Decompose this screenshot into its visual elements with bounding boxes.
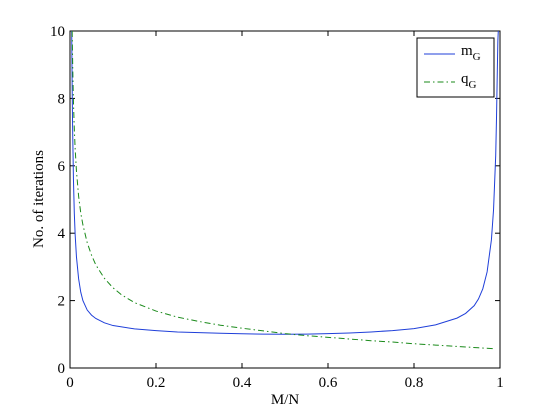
y-tick-label: 8	[58, 91, 66, 107]
series-layer	[71, 30, 499, 350]
x-tick-label: 0	[66, 375, 74, 391]
y-axis-label: No. of iterations	[31, 150, 47, 248]
series-line-m-g	[71, 30, 499, 335]
legend-label-q-g: qG	[461, 71, 477, 91]
x-tick-label: 0.6	[319, 375, 338, 391]
x-tick-label: 0.4	[233, 375, 252, 391]
legend: mG qG	[416, 37, 495, 98]
y-tick-label: 6	[58, 159, 66, 175]
y-tick-label: 4	[58, 226, 66, 242]
y-tick-label: 0	[58, 361, 66, 377]
x-axis-label: M/N	[271, 392, 300, 408]
legend-box	[416, 37, 495, 98]
y-tick-label: 2	[58, 294, 66, 310]
x-tick-label: 0.2	[147, 375, 166, 391]
y-tick-label: 10	[50, 24, 65, 40]
series-line-q-g	[71, 30, 496, 350]
x-tick-label: 1	[496, 375, 504, 391]
legend-label-m-g: mG	[461, 43, 481, 63]
x-tick-label: 0.8	[405, 375, 424, 391]
